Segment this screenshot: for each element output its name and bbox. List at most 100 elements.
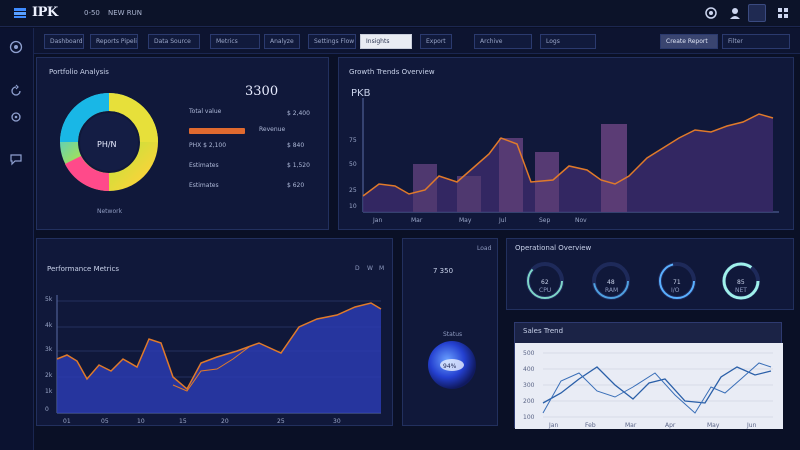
- y-tick: 100: [523, 414, 535, 421]
- user-icon[interactable]: [728, 6, 742, 20]
- tab-analyze[interactable]: Analyze: [264, 34, 300, 49]
- gauges-title: Operational Overview: [515, 244, 592, 252]
- sales-chart-area: 500 400 300 200 100 Jan Feb Mar Apr May …: [515, 343, 783, 429]
- y-tick: 300: [523, 382, 535, 389]
- tab-metrics[interactable]: Metrics: [210, 34, 260, 49]
- stat-label: Total value: [189, 108, 222, 115]
- y-tick: 200: [523, 398, 535, 405]
- y-tick: 3k: [45, 346, 53, 353]
- period-day-button[interactable]: D: [355, 265, 360, 272]
- x-tick: Jan: [548, 422, 558, 429]
- performance-panel: Performance Metrics D W M 5k 4k 3k 2k 1k…: [36, 238, 393, 426]
- y-tick: 50: [349, 161, 357, 168]
- stat-value: $ 1,520: [287, 162, 310, 169]
- create-report-button[interactable]: Create Report: [660, 34, 718, 49]
- stat-value: $ 620: [287, 182, 305, 189]
- sales-chart: 500 400 300 200 100 Jan Feb Mar Apr May …: [523, 350, 773, 429]
- gauge-value: 85: [737, 279, 745, 286]
- tab-dashboard[interactable]: Dashboard: [44, 34, 84, 49]
- gauge-value: 71: [673, 279, 681, 286]
- filter-button[interactable]: Filter: [722, 34, 790, 49]
- trends-panel: Growth Trends Overview PKB 75 50 25 10 J…: [338, 57, 794, 230]
- y-tick: 2k: [45, 372, 53, 379]
- brand-name: IPK: [32, 5, 58, 20]
- gear-icon[interactable]: [9, 40, 23, 54]
- tab-bar: Dashboard Reports Pipeline Data Source M…: [34, 28, 800, 54]
- sales-panel: Sales Trend 500 400 300 200 100 Jan Feb …: [514, 322, 783, 429]
- x-tick: 01: [63, 418, 71, 425]
- orb-value: 7 350: [433, 267, 454, 275]
- performance-chart: 5k 4k 3k 2k 1k 0 01 05 10 15 20 25 30: [45, 295, 382, 425]
- stat-value: $ 840: [287, 142, 305, 149]
- refresh-icon[interactable]: [9, 84, 23, 98]
- x-tick: May: [707, 422, 720, 429]
- x-tick: Jan: [372, 217, 382, 224]
- meta-right[interactable]: NEW RUN: [108, 9, 143, 17]
- tab-archive[interactable]: Archive: [474, 34, 532, 49]
- x-tick: Jun: [746, 422, 757, 429]
- gauge-value: 62: [541, 279, 549, 286]
- x-tick: 30: [333, 418, 341, 425]
- y-tick: 1k: [45, 388, 53, 395]
- orb-caption: Status: [443, 331, 463, 338]
- x-tick: May: [459, 217, 472, 224]
- x-tick: Apr: [665, 422, 676, 429]
- meta-left: 0-50: [84, 9, 100, 17]
- sales-title: Sales Trend: [523, 327, 564, 335]
- gauge-label: I/O: [671, 287, 680, 294]
- x-tick: 20: [221, 418, 229, 425]
- x-tick: Feb: [585, 422, 596, 429]
- period-week-button[interactable]: W: [367, 265, 373, 272]
- x-tick: Sep: [539, 217, 551, 224]
- x-tick: 05: [101, 418, 109, 425]
- y-tick: 400: [523, 366, 535, 373]
- trends-chart: 75 50 25 10 Jan Mar May Jul Sep Nov: [349, 98, 779, 224]
- stat-label: Revenue: [259, 126, 286, 133]
- portfolio-donut: [60, 93, 158, 192]
- x-tick: 25: [277, 418, 285, 425]
- settings-icon[interactable]: [9, 110, 23, 124]
- tab-insights[interactable]: Insights: [360, 34, 412, 49]
- logo-icon: [14, 8, 26, 18]
- orb-header: Load: [477, 245, 492, 252]
- y-tick: 500: [523, 350, 535, 357]
- gauge-net: [722, 262, 760, 300]
- tab-export[interactable]: Export: [420, 34, 452, 49]
- stat-label: Estimates: [189, 162, 219, 169]
- orb-panel: Load 7 350 Status 94%: [402, 238, 498, 426]
- x-tick: Mar: [411, 217, 423, 224]
- orb-indicator: [428, 341, 476, 389]
- y-tick: 75: [349, 137, 357, 144]
- performance-title: Performance Metrics: [47, 265, 119, 273]
- gauges-panel: Operational Overview CPU RAM I/O NET 62 …: [506, 238, 794, 310]
- tab-settings-flow[interactable]: Settings Flow: [308, 34, 356, 49]
- gauge-label: NET: [735, 287, 747, 294]
- x-tick: 10: [137, 418, 145, 425]
- gauge-label: CPU: [539, 287, 552, 294]
- trends-headline: PKB: [351, 88, 371, 99]
- notification-icon[interactable]: [704, 6, 718, 20]
- orb-label: 94%: [443, 363, 457, 370]
- gauge-io: [658, 262, 696, 300]
- menu-button[interactable]: [748, 4, 766, 22]
- period-month-button[interactable]: M: [379, 265, 385, 272]
- grid-icon[interactable]: [776, 6, 790, 20]
- chat-icon[interactable]: [9, 152, 23, 166]
- y-tick: 4k: [45, 322, 53, 329]
- tab-logs[interactable]: Logs: [540, 34, 596, 49]
- tab-data-source[interactable]: Data Source: [148, 34, 200, 49]
- trends-title: Growth Trends Overview: [349, 68, 435, 76]
- x-tick: Mar: [625, 422, 637, 429]
- x-tick: Jul: [498, 217, 507, 224]
- gauge-cpu: [526, 262, 564, 300]
- y-tick: 0: [45, 406, 49, 413]
- stat-value: $ 2,400: [287, 110, 310, 117]
- x-tick: 15: [179, 418, 187, 425]
- gauge-value: 48: [607, 279, 615, 286]
- y-tick: 10: [349, 203, 357, 210]
- gauge-ram: [592, 262, 630, 300]
- tab-reports[interactable]: Reports Pipeline: [90, 34, 138, 49]
- stat-label: Estimates: [189, 182, 219, 189]
- gauge-label: RAM: [605, 287, 619, 294]
- stat-label: PHX $ 2,100: [189, 142, 227, 149]
